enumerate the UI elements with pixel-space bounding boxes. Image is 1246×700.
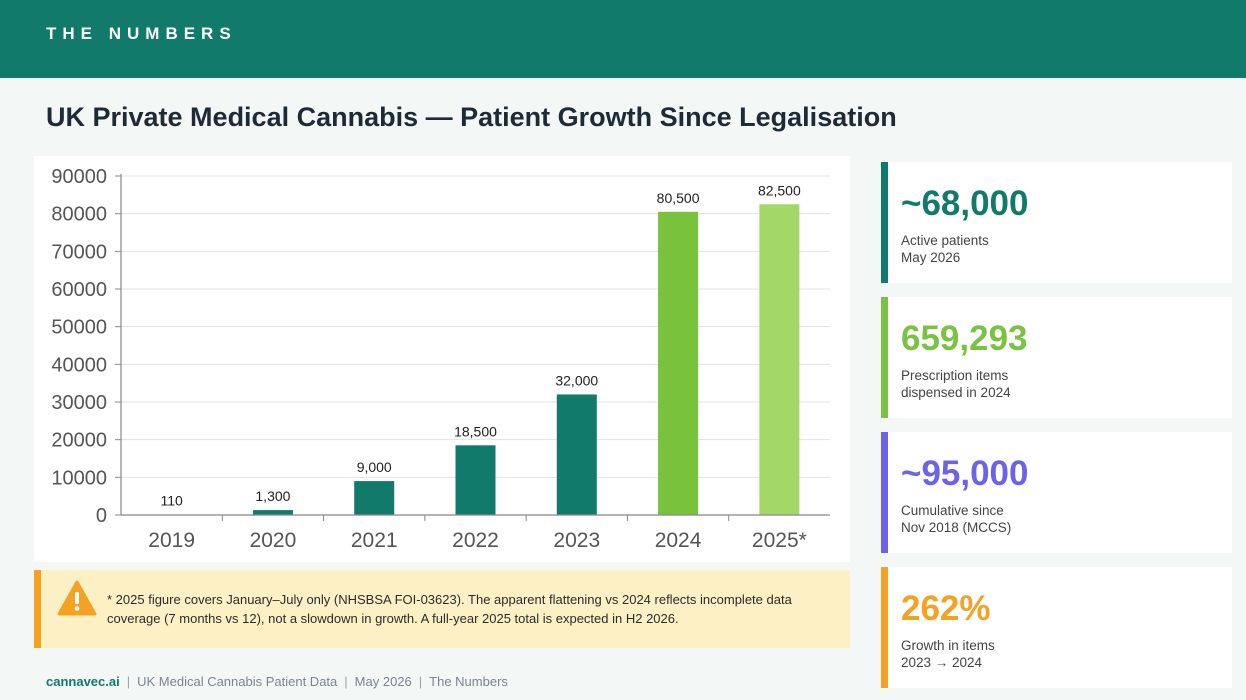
x-tick-label: 2025* <box>752 529 807 552</box>
data-label: 1,300 <box>255 488 290 504</box>
stat-value: ~95,000 <box>901 454 1029 493</box>
stat-value: ~68,000 <box>901 184 1029 223</box>
bar-layer: 110 1,300 9,000 18,500 32,000 80,500 82,500 <box>151 182 801 515</box>
stat-description: Active patients May 2026 <box>901 232 1201 266</box>
bar-2020 <box>252 510 293 515</box>
data-caveat-note: * 2025 figure covers January–July only (… <box>34 570 850 648</box>
stat-desc-line-2: May 2026 <box>901 250 961 265</box>
data-label: 80,500 <box>657 190 700 206</box>
data-label: 110 <box>160 493 183 509</box>
x-tick-label: 2019 <box>148 529 195 552</box>
y-tick-label: 20000 <box>51 430 107 452</box>
stat-card-active-patients: ~68,000 Active patients May 2026 <box>881 162 1232 283</box>
chart-svg: 110 1,300 9,000 18,500 32,000 80,500 82,500 0 1… <box>51 166 830 552</box>
bar-2023 <box>556 394 597 515</box>
bar-2022 <box>455 445 496 515</box>
axis-layer: 0 10000 20000 30000 40000 50000 60000 70000 8000… <box>51 166 830 552</box>
stat-desc-line-2: 2023 → 2024 <box>901 655 983 670</box>
y-tick-label: 60000 <box>51 279 107 301</box>
x-tick-label: 2020 <box>250 529 297 552</box>
y-tick-label: 40000 <box>51 354 107 376</box>
data-label: 18,500 <box>454 423 497 439</box>
stat-desc-line-1: Prescription items <box>901 368 1009 383</box>
grid-layer <box>121 175 830 516</box>
y-tick-label: 0 <box>96 505 107 527</box>
stat-description: Prescription items dispensed in 2024 <box>901 367 1201 401</box>
warning-icon <box>57 580 97 616</box>
footer-date: May 2026 <box>354 674 412 689</box>
bar-chart: 110 1,300 9,000 18,500 32,000 80,500 82,500 0 1… <box>34 156 850 562</box>
stat-value: 262% <box>901 589 991 628</box>
note-line-2: coverage (7 months vs 12), not a slowdow… <box>107 611 679 626</box>
y-tick-label: 70000 <box>51 241 107 263</box>
note-line-1: * 2025 figure covers January–July only (… <box>107 592 792 607</box>
stat-description: Growth in items 2023 → 2024 <box>901 637 1201 671</box>
footer-brand[interactable]: cannavec.ai <box>46 674 120 689</box>
stat-card-growth: 262% Growth in items 2023 → 2024 <box>881 567 1232 688</box>
stat-desc-line-1: Growth in items <box>901 638 995 653</box>
x-tick-label: 2024 <box>655 529 702 552</box>
stat-card-cumulative: ~95,000 Cumulative since Nov 2018 (MCCS) <box>881 432 1232 553</box>
x-tick-label: 2023 <box>553 529 600 552</box>
footer-source: UK Medical Cannabis Patient Data <box>137 674 338 689</box>
bar-2024 <box>658 211 699 515</box>
top-banner: THE NUMBERS <box>0 0 1246 78</box>
footer: cannavec.ai | UK Medical Cannabis Patient … <box>46 674 508 689</box>
stat-value: 659,293 <box>901 319 1028 358</box>
bar-2025 <box>759 204 800 515</box>
y-tick-label: 10000 <box>51 467 107 489</box>
data-label: 82,500 <box>758 182 801 198</box>
bar-2021 <box>354 481 395 515</box>
section-label: THE NUMBERS <box>46 24 237 43</box>
footer-separator: | <box>126 674 131 689</box>
stat-desc-line-2: dispensed in 2024 <box>901 385 1011 400</box>
data-label: 32,000 <box>555 372 598 388</box>
x-tick-label: 2022 <box>452 529 499 552</box>
footer-separator: | <box>418 674 423 689</box>
y-tick-label: 50000 <box>51 317 107 339</box>
y-tick-label: 80000 <box>51 204 107 226</box>
data-label: 9,000 <box>357 459 392 475</box>
y-tick-label: 90000 <box>51 166 107 188</box>
page-title: UK Private Medical Cannabis — Patient Gr… <box>46 102 897 132</box>
y-tick-label: 30000 <box>51 392 107 414</box>
footer-series: The Numbers <box>429 674 508 689</box>
stat-desc-line-1: Active patients <box>901 233 989 248</box>
stat-card-prescription-items: 659,293 Prescription items dispensed in … <box>881 297 1232 418</box>
stat-desc-line-1: Cumulative since <box>901 503 1004 518</box>
footer-separator: | <box>344 674 348 689</box>
note-text: * 2025 figure covers January–July only (… <box>107 590 827 628</box>
stat-description: Cumulative since Nov 2018 (MCCS) <box>901 502 1201 536</box>
stat-desc-line-2: Nov 2018 (MCCS) <box>901 520 1012 535</box>
x-tick-label: 2021 <box>351 529 398 552</box>
